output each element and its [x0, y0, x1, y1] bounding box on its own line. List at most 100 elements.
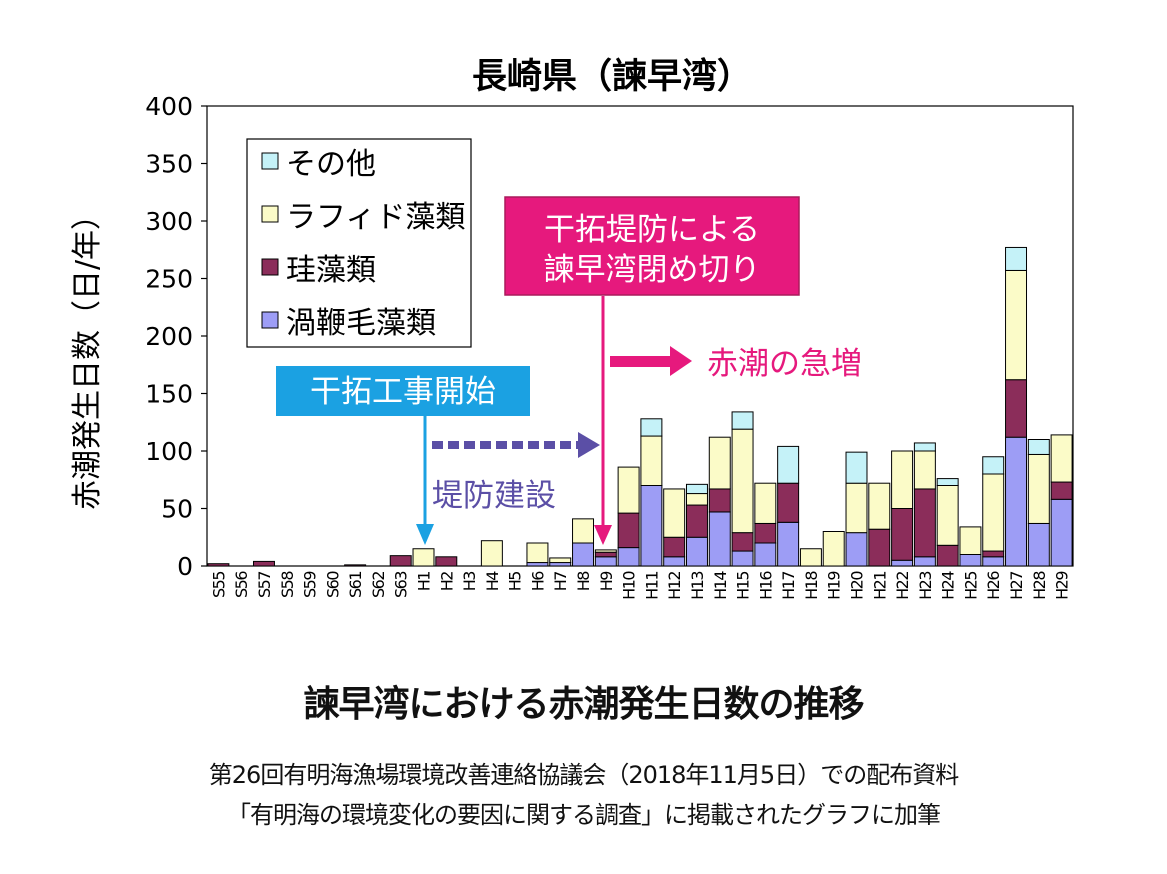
bar-segment	[982, 456, 1005, 475]
construction-start-annotation: 干拓工事開始	[276, 366, 530, 545]
bar-segment	[549, 557, 572, 564]
x-tick-label: S58	[278, 571, 297, 598]
bar-segment	[1027, 439, 1050, 455]
x-tick-label: H6	[528, 571, 547, 592]
bar-segment	[731, 550, 754, 567]
y-tick-label: 250	[145, 265, 193, 294]
bar-segment	[685, 493, 708, 506]
plot-area	[206, 105, 1074, 567]
bar-segment	[959, 554, 982, 567]
x-tick-label: S55	[209, 572, 228, 598]
x-tick-label: H22	[893, 572, 912, 600]
x-tick-label: H15	[734, 572, 753, 600]
bar-segment	[731, 411, 754, 430]
bar-segment	[845, 482, 868, 534]
closure-annotation: 干拓堤防による諫早湾閉め切り	[504, 196, 800, 545]
x-tick-label: H17	[779, 572, 798, 600]
construction-start-text: 干拓工事開始	[310, 374, 496, 410]
x-tick-label: H27	[1007, 572, 1026, 600]
x-tick-label: H19	[825, 571, 844, 600]
bar-segment	[777, 482, 800, 523]
x-tick-label: H18	[802, 571, 821, 600]
bar-segment	[617, 512, 640, 549]
bar-segment	[936, 478, 959, 487]
bar-segment	[936, 544, 959, 567]
bar-segment	[959, 526, 982, 556]
bar-segment	[891, 508, 914, 561]
x-tick-label: H21	[870, 572, 889, 600]
bar-segment	[822, 531, 845, 567]
y-tick-label: 50	[161, 495, 193, 524]
chart: 長崎県（諫早湾） 赤潮発生日数（日/年） 0 50 100 150 200 250 300 3…	[70, 56, 1074, 600]
legend-swatch	[261, 205, 279, 223]
closure-callout-box	[504, 196, 800, 296]
bar-segment	[435, 556, 458, 567]
bar-segment	[868, 482, 891, 530]
x-axis-tick-labels: S55 S56 S57 S58 S59 S60 S61 S62 S63 H1 H2 H3 H4 H5 H6 H…	[209, 571, 1071, 600]
legend-swatch	[261, 152, 279, 170]
x-tick-label: H1	[415, 572, 434, 592]
bar-segment	[913, 488, 936, 558]
y-axis-ticks: 0 50 100 150 200 250 300 350 400	[145, 92, 207, 581]
legend-swatch	[261, 311, 279, 329]
bar-segment	[663, 488, 686, 538]
bar-segment	[913, 442, 936, 452]
chart-title: 長崎県（諫早湾）	[472, 56, 752, 97]
y-axis-label: 赤潮発生日数（日/年）	[70, 200, 105, 510]
y-tick-label: 350	[145, 150, 193, 179]
surge-annotation: 赤潮の急増	[610, 346, 862, 382]
x-tick-label: H11	[642, 572, 661, 600]
bar-segment	[708, 436, 731, 490]
x-tick-label: H13	[688, 572, 707, 600]
x-tick-label: H20	[848, 571, 867, 600]
x-tick-label: S62	[369, 572, 388, 598]
bar-series	[207, 246, 1073, 567]
main-caption: 諫早湾における赤潮発生日数の推移	[303, 684, 864, 725]
x-tick-label: H24	[939, 571, 958, 600]
bar-segment	[891, 450, 914, 509]
bar-segment	[845, 451, 868, 484]
construction-arrow-head	[416, 524, 434, 545]
x-tick-label: H7	[551, 572, 570, 592]
legend-label: 珪藻類	[286, 253, 376, 288]
closure-arrow-head	[594, 525, 612, 545]
source-line-2: 「有明海の環境変化の要因に関する調査」に掲載されたグラフに加筆	[227, 801, 941, 829]
source-line-1: 第26回有明海漁場環境改善連絡協議会（2018年11月5日）での配布資料	[208, 761, 959, 789]
bar-segment	[754, 542, 777, 567]
bar-segment	[754, 482, 777, 524]
bar-segment	[685, 504, 708, 538]
bar-segment	[708, 511, 731, 567]
legend-frame	[246, 138, 472, 348]
surge-arrow-shaft	[610, 356, 672, 367]
levee-annotation: 堤防建設	[432, 432, 600, 514]
legend-label: ラフィド藻類	[286, 200, 465, 235]
bar-segment	[572, 518, 595, 544]
legend-swatch	[261, 258, 279, 276]
bar-segment	[1050, 498, 1073, 567]
x-tick-label: H8	[574, 571, 593, 592]
bar-segment	[685, 483, 708, 495]
bar-segment	[982, 556, 1005, 567]
x-tick-label: H14	[711, 571, 730, 600]
x-tick-label: S57	[255, 572, 274, 598]
bar-segment	[526, 562, 549, 567]
bar-segment	[412, 548, 435, 567]
x-tick-label: H4	[483, 571, 502, 592]
x-tick-label: H25	[961, 572, 980, 600]
bar-segment	[891, 559, 914, 567]
y-tick-label: 100	[145, 437, 193, 466]
bar-segment	[731, 428, 754, 534]
surge-text: 赤潮の急増	[707, 346, 862, 382]
y-tick-label: 200	[145, 322, 193, 351]
x-tick-label: H28	[1030, 571, 1049, 600]
bar-segment	[731, 532, 754, 552]
bar-segment	[640, 485, 663, 567]
bar-segment	[640, 435, 663, 486]
closure-callout-line: 干拓堤防による	[544, 212, 760, 248]
bar-segment	[252, 560, 275, 567]
bar-segment	[685, 536, 708, 567]
legend-label: その他	[286, 147, 376, 182]
bar-segment	[389, 555, 412, 567]
bar-segment	[549, 562, 572, 567]
